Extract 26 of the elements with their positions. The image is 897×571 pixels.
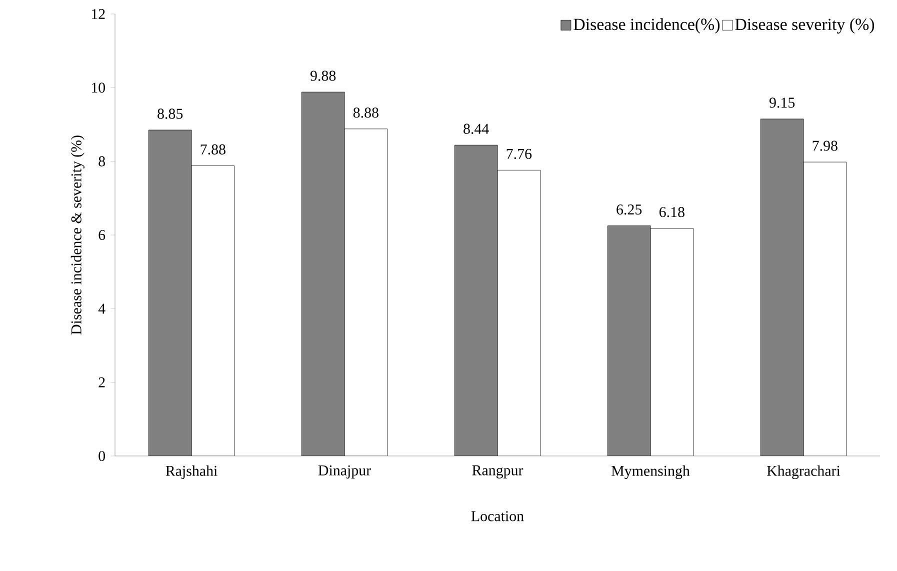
data-label: 8.88: [353, 108, 378, 118]
x-tick-label: Dinajpur: [318, 465, 371, 478]
data-label: 9.15: [770, 98, 795, 108]
x-tick-label: Rangpur: [472, 465, 524, 478]
y-axis-title: Disease incidence & severity (%): [70, 136, 84, 335]
y-tick-label: 6: [98, 230, 106, 240]
x-tick-label: Mymensingh: [612, 465, 690, 480]
y-tick-label: 12: [92, 9, 105, 19]
data-label: 7.88: [200, 144, 226, 155]
y-tick-label: 0: [98, 450, 106, 462]
data-label: 6.18: [659, 207, 684, 218]
data-label: 6.25: [616, 204, 642, 215]
legend-label: Disease incidence(%): [574, 18, 720, 34]
y-tick-label: 2: [98, 377, 105, 388]
data-label: 7.98: [812, 140, 838, 151]
data-label: 8.44: [464, 124, 489, 134]
legend-label: Disease severity (%): [735, 18, 874, 34]
x-tick-label: Rajshahi: [166, 465, 218, 479]
y-tick-label: 4: [98, 304, 106, 314]
data-label: 8.85: [158, 108, 183, 119]
y-tick-label: 10: [92, 82, 106, 93]
data-label: 7.76: [506, 148, 532, 159]
y-tick-label: 8: [98, 156, 106, 166]
x-tick-label: Khagrachari: [767, 465, 840, 480]
x-axis-title: Location: [471, 511, 524, 522]
data-label: 9.88: [310, 70, 336, 81]
